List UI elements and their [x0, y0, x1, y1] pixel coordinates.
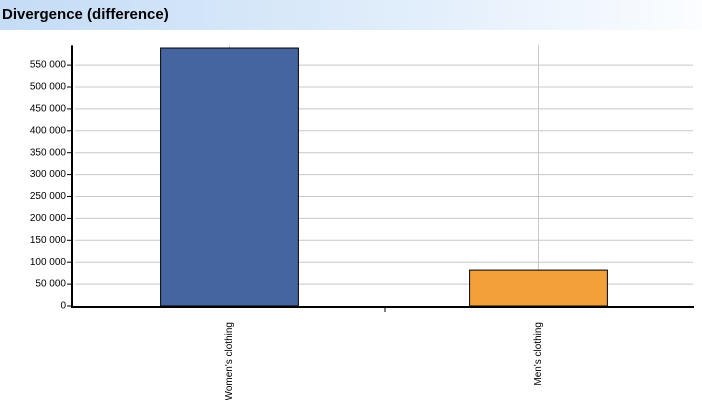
x-tick-label: Men's clothing	[533, 322, 544, 386]
title: Divergence (difference)	[2, 6, 169, 23]
y-tick-label: 300 000	[30, 169, 67, 180]
bar	[469, 269, 608, 307]
y-tick-label: 500 000	[30, 82, 67, 93]
y-tick-label: 100 000	[30, 257, 67, 268]
y-tick-label: 200 000	[30, 213, 67, 224]
y-tick-label: 0	[60, 301, 66, 312]
bar	[160, 47, 299, 307]
y-tick-label: 400 000	[30, 125, 67, 136]
y-tick-label: 50 000	[35, 279, 66, 290]
x-tick-label: Women's clothing	[224, 322, 235, 400]
y-tick-label: 550 000	[30, 60, 67, 71]
y-tick-label: 250 000	[30, 191, 67, 202]
y-tick-label: 350 000	[30, 147, 67, 158]
y-tick-label: 450 000	[30, 104, 67, 115]
y-tick-label: 150 000	[30, 235, 67, 246]
title-bar: Divergence (difference)	[0, 0, 702, 30]
